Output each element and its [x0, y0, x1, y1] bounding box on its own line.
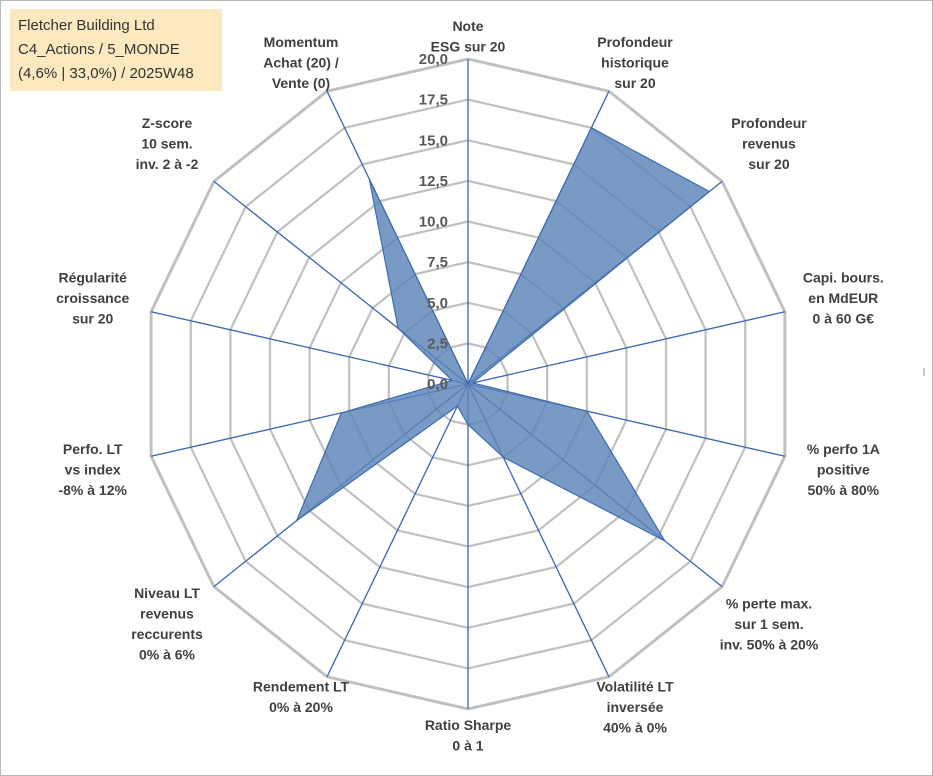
axis-spoke [467, 311, 786, 385]
axis-label: Régularité croissance sur 20 [56, 270, 129, 327]
series-area [295, 127, 711, 542]
axis-label: Perfo. LT vs index -8% à 12% [58, 441, 127, 498]
axis-label: % perte max. sur 1 sem. inv. 50% à 20% [720, 595, 819, 652]
portfolio-category: C4_Actions / 5_MONDE [18, 41, 180, 58]
axis-label: Ratio Sharpe 0 à 1 [425, 717, 512, 754]
axis-label: Capi. bours. en MdEUR 0 à 60 G€ [803, 270, 884, 327]
axis-label: Profondeur revenus sur 20 [731, 115, 807, 172]
tick-label: 5,0 [427, 295, 448, 312]
axis-spoke [326, 383, 469, 678]
axis-labels: Note ESG sur 20 Profondeur historique sur 20… [56, 18, 884, 754]
tick-label: 20,0 [419, 51, 448, 68]
tick-label: 7,5 [427, 254, 448, 271]
axis-label: Niveau LT revenus reccurents 0% à 6% [131, 585, 203, 663]
tick-label: 10,0 [419, 214, 448, 231]
radar-series [295, 127, 711, 542]
axis-label: Volatilité LT inversée 40% à 0% [596, 678, 674, 735]
radial-tick-labels: 0,0 2,5 5,0 7,5 10,0 12,5 15,0 17,5 20,0 [419, 51, 448, 393]
axis-label: Rendement LT 0% à 20% [253, 678, 350, 715]
axis-label: Z-score 10 sem. inv. 2 à -2 [136, 115, 199, 172]
fund-info-box: Fletcher Building Ltd C4_Actions / 5_MON… [10, 9, 222, 91]
axis-label: Note ESG sur 20 [431, 18, 506, 55]
axis-label: Momentum Achat (20) / Vente (0) [263, 34, 339, 91]
tick-label: 17,5 [419, 92, 448, 109]
axis-label: Profondeur historique sur 20 [597, 34, 673, 91]
scroll-marker [923, 368, 925, 376]
axis-spoke [150, 311, 469, 385]
axis-label: % perfo 1A positive 50% à 80% [807, 441, 880, 498]
tick-label: 12,5 [419, 173, 448, 190]
tick-label: 2,5 [427, 335, 448, 352]
allocation-and-week: (4,6% | 33,0%) / 2025W48 [18, 65, 194, 82]
tick-label: 0,0 [427, 376, 448, 393]
company-name: Fletcher Building Ltd [18, 17, 155, 34]
tick-label: 15,0 [419, 132, 448, 149]
